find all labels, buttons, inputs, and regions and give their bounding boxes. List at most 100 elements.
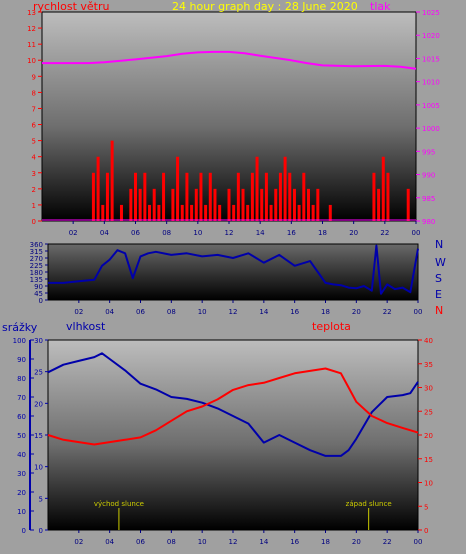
compass-label: N (435, 304, 443, 317)
x-tick-label: 00 (414, 538, 423, 546)
y-left-tick-label: 3 (32, 170, 36, 178)
pressure-line (42, 50, 417, 70)
y-right-tick-label: 1005 (422, 102, 440, 110)
y-inner-tick-label: 10 (34, 464, 43, 472)
compass-label: N (435, 238, 443, 251)
x-tick-label: 20 (352, 538, 361, 546)
y-tick-label: 45 (34, 290, 43, 298)
x-tick-label: 06 (136, 308, 145, 316)
x-tick-label: 04 (105, 538, 114, 546)
y-right-tick-label: 1015 (422, 55, 440, 63)
y-right-tick-label: 1020 (422, 32, 440, 40)
y-outer-tick-label: 50 (17, 432, 26, 440)
y-outer-tick-label: 60 (17, 413, 26, 421)
y-tick-label: 90 (34, 283, 43, 291)
sun-annotation: západ slunce (346, 500, 392, 508)
x-tick-label: 18 (321, 538, 330, 546)
x-tick-label: 10 (198, 538, 207, 546)
y-outer-tick-label: 30 (17, 470, 26, 478)
y-left-tick-label: 13 (27, 9, 36, 17)
sun-annotation: východ slunce (94, 500, 144, 508)
y-tick-label: 315 (30, 248, 43, 256)
y-right-tick-label: 10 (424, 480, 433, 488)
y-right-tick-label: 40 (424, 337, 433, 345)
y-right-tick-label: 30 (424, 385, 433, 393)
temperature-axis-title: teplota (312, 320, 351, 333)
pressure-axis-title: tlak (370, 0, 391, 13)
y-right-tick-label: 25 (424, 408, 433, 416)
compass-label: E (435, 288, 442, 301)
x-tick-label: 22 (380, 229, 389, 237)
chart-title: 24 hour graph day : 28 June 2020 (172, 0, 358, 13)
y-right-tick-label: 20 (424, 432, 433, 440)
x-tick-label: 00 (414, 308, 423, 316)
y-outer-tick-label: 40 (17, 451, 26, 459)
y-outer-tick-label: 0 (22, 527, 26, 535)
x-tick-label: 02 (74, 538, 83, 546)
y-tick-label: 0 (39, 297, 43, 305)
y-tick-label: 180 (30, 269, 43, 277)
x-tick-label: 12 (225, 229, 234, 237)
y-left-tick-label: 2 (32, 186, 36, 194)
y-outer-tick-label: 20 (17, 489, 26, 497)
y-left-tick-label: 10 (27, 57, 36, 65)
x-tick-label: 10 (198, 308, 207, 316)
x-tick-label: 10 (193, 229, 202, 237)
y-right-tick-label: 990 (422, 172, 435, 180)
direction-line (48, 244, 419, 295)
y-outer-tick-label: 90 (17, 356, 26, 364)
x-tick-label: 08 (167, 538, 176, 546)
x-tick-label: 20 (352, 308, 361, 316)
y-left-tick-label: 8 (32, 89, 36, 97)
x-tick-label: 00 (412, 229, 421, 237)
y-tick-label: 135 (30, 276, 43, 284)
y-right-tick-label: 1025 (422, 9, 440, 17)
x-tick-label: 18 (321, 308, 330, 316)
direction-panel (47, 243, 419, 301)
y-left-tick-label: 6 (32, 122, 37, 130)
y-inner-tick-label: 0 (39, 527, 43, 535)
y-left-tick-label: 7 (32, 105, 36, 113)
x-tick-label: 12 (229, 538, 238, 546)
y-left-tick-label: 12 (27, 25, 36, 33)
y-right-tick-label: 980 (422, 218, 435, 226)
y-left-tick-label: 0 (32, 218, 36, 226)
x-tick-label: 16 (290, 538, 299, 546)
x-tick-label: 06 (131, 229, 140, 237)
x-tick-label: 08 (167, 308, 176, 316)
x-tick-label: 02 (69, 229, 78, 237)
x-tick-label: 20 (349, 229, 358, 237)
x-tick-label: 14 (256, 229, 265, 237)
y-outer-tick-label: 10 (17, 508, 26, 516)
compass-label: S (435, 272, 442, 285)
wind-pressure-panel (41, 11, 417, 222)
wind-axis-title: rychlost větru (33, 0, 109, 13)
y-inner-tick-label: 25 (34, 369, 43, 377)
x-tick-label: 04 (105, 308, 114, 316)
y-inner-tick-label: 20 (34, 400, 43, 408)
y-left-tick-label: 11 (27, 41, 36, 49)
y-left-tick-label: 9 (32, 73, 36, 81)
y-inner-tick-label: 15 (34, 432, 43, 440)
y-left-tick-label: 1 (32, 202, 36, 210)
y-tick-label: 270 (30, 255, 43, 263)
y-right-tick-label: 985 (422, 195, 435, 203)
x-tick-label: 08 (162, 229, 171, 237)
x-tick-label: 02 (74, 308, 83, 316)
y-right-tick-label: 35 (424, 361, 433, 369)
y-right-tick-label: 0 (424, 527, 428, 535)
x-tick-label: 06 (136, 538, 145, 546)
rain-axis-title: srážky (2, 321, 38, 334)
y-tick-label: 360 (30, 241, 43, 249)
x-tick-label: 16 (290, 308, 299, 316)
y-right-tick-label: 5 (424, 503, 428, 511)
y-outer-tick-label: 70 (17, 394, 26, 402)
x-tick-label: 16 (287, 229, 296, 237)
compass-label: W (435, 256, 446, 269)
y-left-tick-label: 5 (32, 138, 36, 146)
y-inner-tick-label: 5 (39, 495, 43, 503)
humidity-axis-title: vlhkost (66, 320, 106, 333)
y-outer-tick-label: 80 (17, 375, 26, 383)
